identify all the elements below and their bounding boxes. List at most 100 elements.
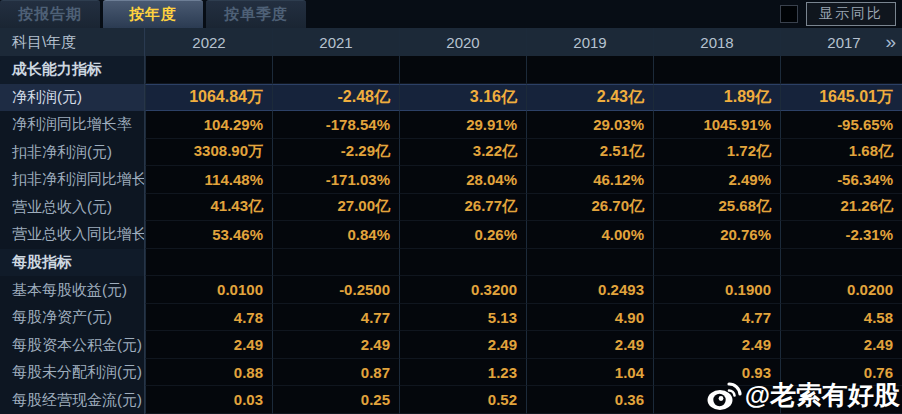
value-cell: -95.65%	[780, 111, 902, 139]
value-cell: 1.04	[526, 359, 653, 387]
value-cell: 27.00亿	[272, 194, 399, 222]
value-cell: 0.87	[272, 359, 399, 387]
value-cell: 53.46%	[145, 221, 272, 249]
value-cell: 2.49	[526, 331, 653, 359]
value-cell: 20.76%	[653, 221, 780, 249]
row-label: 每股经营现金流(元)	[0, 386, 145, 414]
value-cell: 2.49%	[653, 166, 780, 194]
row-label: 每股净资产(元)	[0, 304, 145, 332]
show-yoy-label[interactable]: 显示同比	[806, 2, 896, 26]
value-cell	[653, 56, 780, 84]
value-cell	[526, 56, 653, 84]
value-cell: 0.93	[653, 359, 780, 387]
value-cell: 4.00%	[526, 221, 653, 249]
row-label: 净利润同比增长率	[0, 111, 145, 139]
value-cell: 0.25	[272, 386, 399, 414]
row-label: 每股指标	[0, 249, 145, 277]
value-cell: 2.49	[780, 331, 902, 359]
table-row[interactable]: 每股未分配利润(元)0.880.871.231.040.930.76	[0, 359, 902, 387]
value-cell: 4.58	[780, 304, 902, 332]
row-label: 扣非净利润同比增长率	[0, 166, 145, 194]
value-cell: 0.84%	[272, 221, 399, 249]
year-column-header: 2017	[780, 28, 902, 56]
value-cell: -2.29亿	[272, 139, 399, 167]
table-row[interactable]: 每股净资产(元)4.784.775.134.904.774.58	[0, 304, 902, 332]
row-label: 基本每股收益(元)	[0, 276, 145, 304]
row-label: 每股未分配利润(元)	[0, 359, 145, 387]
year-column-header: 2018	[653, 28, 780, 56]
table-row[interactable]: 每股资本公积金(元)2.492.492.492.492.492.49	[0, 331, 902, 359]
table-body: 成长能力指标净利润(元)1064.84万-2.48亿3.16亿2.43亿1.89…	[0, 56, 902, 414]
value-cell: 2.49	[653, 331, 780, 359]
value-cell: 0.0100	[145, 276, 272, 304]
value-cell: 104.29%	[145, 111, 272, 139]
value-cell: 0.36	[526, 386, 653, 414]
tab-inactive[interactable]: 按报告期	[0, 0, 100, 28]
value-cell: 1645.01万	[780, 84, 902, 112]
value-cell: 0.88	[145, 359, 272, 387]
table-row[interactable]: 基本每股收益(元)0.0100-0.25000.32000.24930.1900…	[0, 276, 902, 304]
value-cell: 2.49	[272, 331, 399, 359]
value-cell: 1064.84万	[145, 84, 272, 112]
value-cell: 2.49	[399, 331, 526, 359]
value-cell: 1.89亿	[653, 84, 780, 112]
value-cell: 25.68亿	[653, 194, 780, 222]
year-column-header: 2022	[145, 28, 272, 56]
row-label: 营业总收入同比增长率	[0, 221, 145, 249]
value-cell: 29.91%	[399, 111, 526, 139]
value-cell: 4.90	[526, 304, 653, 332]
table-header-row: 科目\年度 202220212020201920182017»	[0, 28, 902, 56]
value-cell: 46.12%	[526, 166, 653, 194]
row-label: 扣非净利润(元)	[0, 139, 145, 167]
row-label: 每股资本公积金(元)	[0, 331, 145, 359]
value-cell: -2.48亿	[272, 84, 399, 112]
table-row[interactable]: 每股经营现金流(元)0.030.250.520.36	[0, 386, 902, 414]
tab-inactive[interactable]: 按单季度	[206, 0, 306, 28]
value-cell: 1.23	[399, 359, 526, 387]
financial-indicators-table: 科目\年度 202220212020201920182017» 成长能力指标净利…	[0, 28, 902, 414]
value-cell	[399, 249, 526, 277]
value-cell: 2.51亿	[526, 139, 653, 167]
table-row[interactable]: 营业总收入(元)41.43亿27.00亿26.77亿26.70亿25.68亿21…	[0, 194, 902, 222]
value-cell	[145, 56, 272, 84]
table-row[interactable]: 扣非净利润同比增长率114.48%-171.03%28.04%46.12%2.4…	[0, 166, 902, 194]
value-cell: 1.68亿	[780, 139, 902, 167]
value-cell: 0.26%	[399, 221, 526, 249]
value-cell: 0.2493	[526, 276, 653, 304]
value-cell: 0.76	[780, 359, 902, 387]
value-cell: 0.03	[145, 386, 272, 414]
value-cell: 41.43亿	[145, 194, 272, 222]
table-row[interactable]: 营业总收入同比增长率53.46%0.84%0.26%4.00%20.76%-2.…	[0, 221, 902, 249]
value-cell: 1.72亿	[653, 139, 780, 167]
value-cell	[653, 386, 780, 414]
tab-active[interactable]: 按年度	[103, 0, 203, 28]
value-cell	[780, 249, 902, 277]
value-cell: 4.78	[145, 304, 272, 332]
value-cell: -56.34%	[780, 166, 902, 194]
show-yoy-checkbox[interactable]	[780, 5, 798, 23]
more-columns-icon[interactable]: »	[885, 28, 896, 56]
value-cell: 29.03%	[526, 111, 653, 139]
value-cell: 3.16亿	[399, 84, 526, 112]
value-cell: -171.03%	[272, 166, 399, 194]
value-cell: 3308.90万	[145, 139, 272, 167]
value-cell: 0.1900	[653, 276, 780, 304]
value-cell	[653, 249, 780, 277]
value-cell	[780, 386, 902, 414]
value-cell	[272, 56, 399, 84]
value-cell	[399, 56, 526, 84]
value-cell: 5.13	[399, 304, 526, 332]
section-row: 每股指标	[0, 249, 902, 277]
table-row[interactable]: 扣非净利润(元)3308.90万-2.29亿3.22亿2.51亿1.72亿1.6…	[0, 139, 902, 167]
section-row: 成长能力指标	[0, 56, 902, 84]
table-row[interactable]: 净利润(元)1064.84万-2.48亿3.16亿2.43亿1.89亿1645.…	[0, 84, 902, 112]
value-cell: 28.04%	[399, 166, 526, 194]
value-cell: 2.49	[145, 331, 272, 359]
value-cell: 21.26亿	[780, 194, 902, 222]
year-column-header: 2021	[272, 28, 399, 56]
row-label: 营业总收入(元)	[0, 194, 145, 222]
value-cell	[272, 249, 399, 277]
table-row[interactable]: 净利润同比增长率104.29%-178.54%29.91%29.03%1045.…	[0, 111, 902, 139]
value-cell: -0.2500	[272, 276, 399, 304]
value-cell: 3.22亿	[399, 139, 526, 167]
